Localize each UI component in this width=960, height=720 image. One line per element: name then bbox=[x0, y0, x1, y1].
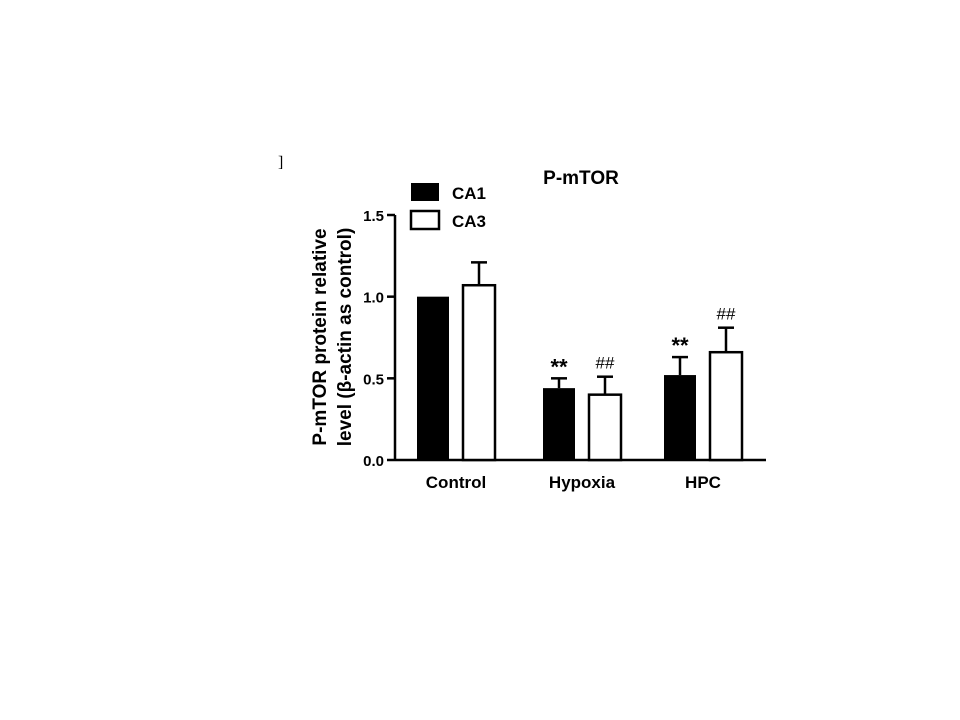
y-tick-label: 0.0 bbox=[363, 453, 384, 470]
bar-ca1-hypoxia bbox=[543, 388, 575, 460]
bar-ca1-control bbox=[417, 296, 449, 460]
y-axis-label-line-2: level (β-actin as control) bbox=[335, 228, 356, 447]
axes bbox=[393, 215, 766, 462]
legend-label-ca3: CA3 bbox=[452, 212, 486, 231]
significance-annotation: ** bbox=[671, 333, 689, 358]
legend-label-ca1: CA1 bbox=[452, 184, 486, 203]
y-tick-label: 1.0 bbox=[363, 290, 384, 307]
legend-swatch-ca3 bbox=[409, 209, 441, 231]
y-ticks: 0.0 0.5 1.0 1.5 bbox=[363, 208, 395, 470]
significance-annotation: ** bbox=[550, 354, 568, 379]
x-tick-label: Hypoxia bbox=[549, 473, 616, 492]
x-tick-label: Control bbox=[426, 473, 486, 492]
bars: ** ## ** ## bbox=[417, 261, 744, 462]
y-axis-label-line-1: P-mTOR protein relative bbox=[310, 228, 331, 445]
corner-mark: ] bbox=[278, 154, 284, 171]
bar-ca3-control bbox=[461, 283, 497, 462]
y-axis-label: P-mTOR protein relative level (β-actin a… bbox=[310, 228, 356, 447]
x-tick-label: HPC bbox=[685, 473, 721, 492]
bar-ca3-hypoxia bbox=[587, 393, 623, 462]
y-tick-label: 1.5 bbox=[363, 208, 384, 225]
legend-swatch-ca1 bbox=[411, 183, 439, 201]
significance-annotation: ## bbox=[717, 305, 736, 324]
chart-title: P-mTOR bbox=[543, 168, 619, 189]
x-tick-labels: Control Hypoxia HPC bbox=[426, 473, 721, 492]
bar-ca3-hpc bbox=[708, 350, 744, 462]
y-tick-label: 0.5 bbox=[363, 371, 384, 388]
bar-ca1-hpc bbox=[664, 375, 696, 460]
significance-annotation: ## bbox=[596, 354, 615, 373]
